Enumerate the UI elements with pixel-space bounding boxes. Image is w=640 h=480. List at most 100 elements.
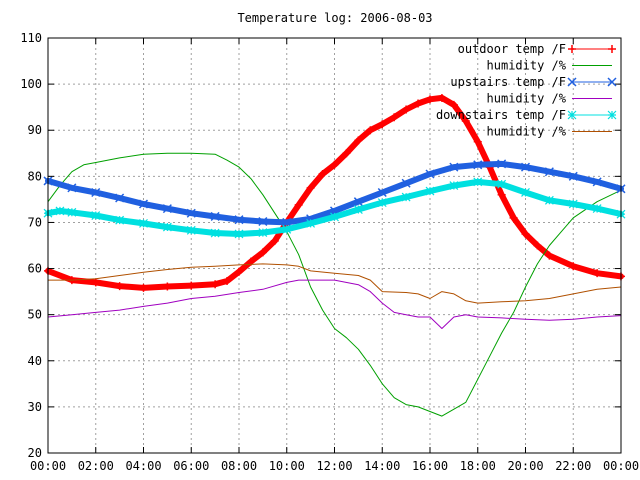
- y-tick-label: 70: [28, 215, 42, 229]
- data-point: [162, 204, 172, 214]
- legend-label: downstairs temp /F: [436, 108, 566, 122]
- series-group: [43, 93, 626, 417]
- data-point: [115, 193, 125, 203]
- x-tick-label: 00:00: [30, 459, 66, 473]
- data-point: [342, 149, 351, 158]
- data-point: [401, 192, 411, 202]
- legend-item: humidity /%: [487, 59, 612, 73]
- data-point: [544, 195, 554, 205]
- data-point: [567, 110, 577, 120]
- data-point: [437, 93, 446, 102]
- data-point: [186, 225, 196, 235]
- grid: [48, 38, 621, 453]
- data-point: [426, 95, 434, 104]
- data-point: [187, 281, 196, 290]
- data-point: [449, 181, 459, 190]
- data-point: [366, 126, 375, 135]
- x-tick-label: 02:00: [78, 459, 114, 473]
- data-point: [544, 167, 554, 177]
- data-point: [607, 77, 617, 87]
- legend-item: humidity /%: [487, 92, 612, 106]
- series-line: [47, 279, 622, 329]
- x-tick-label: 16:00: [412, 459, 448, 473]
- x-tick-label: 20:00: [507, 459, 543, 473]
- data-point: [377, 187, 387, 198]
- data-point: [55, 206, 65, 216]
- data-point: [521, 188, 530, 197]
- y-tick-label: 40: [28, 354, 42, 368]
- x-tick-label: 14:00: [364, 459, 400, 473]
- data-point: [473, 160, 483, 170]
- legend-item: upstairs temp /F: [450, 75, 617, 89]
- series-line: [47, 152, 622, 417]
- legend-item: humidity /%: [487, 125, 612, 139]
- data-point: [402, 105, 411, 114]
- legend-label: humidity /%: [487, 125, 567, 139]
- data-point: [533, 241, 542, 250]
- data-point: [378, 120, 387, 129]
- x-tick-label: 06:00: [173, 459, 209, 473]
- series-4: [47, 279, 622, 329]
- data-point: [186, 208, 196, 218]
- data-point: [115, 282, 124, 291]
- data-point: [306, 218, 316, 228]
- y-tick-label: 90: [28, 123, 42, 137]
- legend-item: downstairs temp /F: [436, 108, 617, 122]
- data-point: [210, 211, 220, 221]
- data-point: [91, 278, 100, 287]
- data-point: [115, 215, 125, 225]
- data-point: [568, 199, 578, 209]
- data-point: [67, 207, 77, 217]
- data-point: [401, 178, 411, 188]
- x-tick-label: 10:00: [269, 459, 305, 473]
- data-point: [330, 212, 339, 222]
- data-point: [330, 160, 339, 169]
- data-point: [414, 99, 423, 108]
- legend-label: humidity /%: [487, 92, 567, 106]
- data-point: [497, 190, 506, 199]
- chart-title: Temperature log: 2006-08-03: [237, 11, 432, 25]
- x-tick-label: 08:00: [221, 459, 257, 473]
- axis-ticks: 20 30 40 50 60 70 80 90 100 110 00:00 02:00 04:00 06:…: [20, 31, 639, 473]
- legend-label: outdoor temp /F: [458, 42, 566, 56]
- data-point: [497, 179, 507, 189]
- data-point: [234, 229, 244, 239]
- data-point: [211, 280, 220, 289]
- data-point: [608, 45, 616, 53]
- data-point: [91, 187, 101, 198]
- data-point: [567, 77, 577, 87]
- data-point: [282, 217, 292, 227]
- data-point: [258, 228, 268, 238]
- legend-label: upstairs temp /F: [450, 75, 566, 89]
- data-point: [545, 251, 554, 260]
- x-tick-label: 22:00: [555, 459, 591, 473]
- data-point: [353, 205, 363, 214]
- data-point: [461, 117, 470, 125]
- series-6: [47, 263, 622, 304]
- y-tick-label: 20: [28, 446, 42, 460]
- legend-item: outdoor temp /F: [458, 42, 616, 56]
- data-point: [139, 218, 148, 228]
- y-tick-label: 30: [28, 400, 42, 414]
- data-point: [306, 183, 315, 192]
- data-point: [210, 228, 220, 238]
- data-point: [91, 211, 101, 220]
- data-point: [162, 222, 172, 232]
- data-point: [593, 269, 602, 278]
- data-point: [592, 204, 602, 214]
- data-point: [223, 277, 232, 286]
- data-point: [163, 282, 172, 291]
- data-point: [425, 186, 435, 196]
- data-point: [258, 216, 268, 227]
- y-tick-label: 110: [20, 31, 42, 45]
- series-2: [47, 152, 622, 417]
- data-point: [235, 267, 243, 276]
- y-tick-label: 60: [28, 262, 42, 276]
- data-point: [569, 262, 578, 271]
- data-point: [449, 100, 458, 109]
- y-tick-label: 50: [28, 308, 42, 322]
- data-point: [354, 136, 363, 145]
- data-point: [473, 137, 482, 146]
- data-point: [139, 283, 148, 292]
